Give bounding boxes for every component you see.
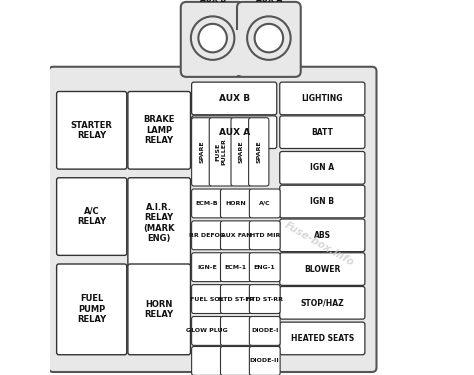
- Text: BRAKE
LAMP
RELAY: BRAKE LAMP RELAY: [144, 116, 175, 145]
- Text: AUX A: AUX A: [219, 128, 250, 137]
- Text: DIODE-I: DIODE-I: [251, 328, 278, 333]
- Text: STOP/HAZ: STOP/HAZ: [301, 298, 344, 307]
- Text: AUX FAN: AUX FAN: [220, 233, 251, 238]
- FancyBboxPatch shape: [249, 221, 280, 250]
- Circle shape: [191, 16, 234, 60]
- FancyBboxPatch shape: [280, 322, 365, 355]
- FancyBboxPatch shape: [280, 219, 365, 252]
- FancyBboxPatch shape: [181, 2, 245, 77]
- FancyBboxPatch shape: [191, 346, 222, 375]
- FancyBboxPatch shape: [280, 116, 365, 148]
- Circle shape: [255, 24, 283, 52]
- Circle shape: [199, 24, 227, 52]
- Text: HEATED SEATS: HEATED SEATS: [291, 334, 354, 343]
- Text: ECM-B: ECM-B: [196, 201, 219, 206]
- Text: Fuse-box.info: Fuse-box.info: [283, 220, 356, 268]
- FancyBboxPatch shape: [249, 285, 280, 314]
- Text: ENG-1: ENG-1: [254, 265, 275, 270]
- Text: BLOWER: BLOWER: [304, 265, 340, 274]
- FancyBboxPatch shape: [249, 346, 280, 375]
- FancyBboxPatch shape: [220, 285, 251, 314]
- Text: HORN: HORN: [226, 201, 246, 206]
- FancyBboxPatch shape: [56, 178, 127, 255]
- FancyBboxPatch shape: [220, 221, 251, 250]
- Text: AUX A: AUX A: [256, 0, 282, 4]
- Text: FUSE
PULLER: FUSE PULLER: [216, 138, 227, 165]
- FancyBboxPatch shape: [202, 30, 258, 75]
- FancyBboxPatch shape: [280, 152, 365, 184]
- Text: RR DEFOG: RR DEFOG: [189, 233, 225, 238]
- Text: ECM-1: ECM-1: [225, 265, 247, 270]
- Text: IGN B: IGN B: [310, 197, 334, 206]
- FancyBboxPatch shape: [220, 253, 251, 282]
- Text: A.I.R.
RELAY
(MARK
ENG): A.I.R. RELAY (MARK ENG): [144, 203, 175, 243]
- Text: A/C
RELAY: A/C RELAY: [77, 207, 106, 226]
- Text: ABS: ABS: [314, 231, 331, 240]
- FancyBboxPatch shape: [280, 286, 365, 319]
- Text: HORN
RELAY: HORN RELAY: [145, 300, 174, 319]
- Text: SPARE: SPARE: [238, 141, 244, 163]
- Text: STARTER
RELAY: STARTER RELAY: [71, 121, 113, 140]
- FancyBboxPatch shape: [237, 2, 301, 77]
- Text: LIGHTING: LIGHTING: [301, 94, 343, 103]
- FancyBboxPatch shape: [56, 264, 127, 355]
- Text: GLOW PLUG: GLOW PLUG: [186, 328, 228, 333]
- FancyBboxPatch shape: [249, 118, 269, 186]
- FancyBboxPatch shape: [128, 92, 191, 169]
- FancyBboxPatch shape: [191, 285, 222, 314]
- Text: FUEL
PUMP
RELAY: FUEL PUMP RELAY: [77, 294, 106, 324]
- Text: A/C: A/C: [259, 201, 271, 206]
- FancyBboxPatch shape: [249, 316, 280, 345]
- FancyBboxPatch shape: [231, 118, 251, 186]
- Text: HTD ST-FR: HTD ST-FR: [218, 297, 254, 302]
- Text: IGN A: IGN A: [310, 164, 334, 172]
- FancyBboxPatch shape: [56, 92, 127, 169]
- FancyBboxPatch shape: [280, 82, 365, 115]
- FancyBboxPatch shape: [191, 116, 277, 148]
- FancyBboxPatch shape: [128, 178, 191, 268]
- FancyBboxPatch shape: [191, 82, 277, 115]
- Text: AUX B: AUX B: [200, 0, 226, 4]
- FancyBboxPatch shape: [209, 118, 233, 186]
- Text: HTD MIR: HTD MIR: [250, 233, 280, 238]
- FancyBboxPatch shape: [49, 67, 376, 372]
- Text: HTD ST-RR: HTD ST-RR: [246, 297, 283, 302]
- FancyBboxPatch shape: [220, 189, 251, 218]
- FancyBboxPatch shape: [220, 316, 251, 345]
- FancyBboxPatch shape: [191, 316, 222, 345]
- FancyBboxPatch shape: [249, 253, 280, 282]
- Text: FUEL SOL: FUEL SOL: [190, 297, 224, 302]
- FancyBboxPatch shape: [191, 118, 212, 186]
- Text: DIODE-II: DIODE-II: [250, 358, 280, 363]
- FancyBboxPatch shape: [280, 185, 365, 218]
- Text: IGN-E: IGN-E: [197, 265, 217, 270]
- FancyBboxPatch shape: [191, 189, 222, 218]
- Text: SPARE: SPARE: [256, 141, 261, 163]
- FancyBboxPatch shape: [220, 346, 251, 375]
- FancyBboxPatch shape: [249, 189, 280, 218]
- FancyBboxPatch shape: [191, 221, 222, 250]
- FancyBboxPatch shape: [191, 253, 222, 282]
- Circle shape: [247, 16, 291, 60]
- FancyBboxPatch shape: [128, 264, 191, 355]
- FancyBboxPatch shape: [280, 253, 365, 285]
- Text: SPARE: SPARE: [199, 141, 204, 163]
- Text: BATT: BATT: [311, 128, 333, 137]
- Text: AUX B: AUX B: [219, 94, 250, 103]
